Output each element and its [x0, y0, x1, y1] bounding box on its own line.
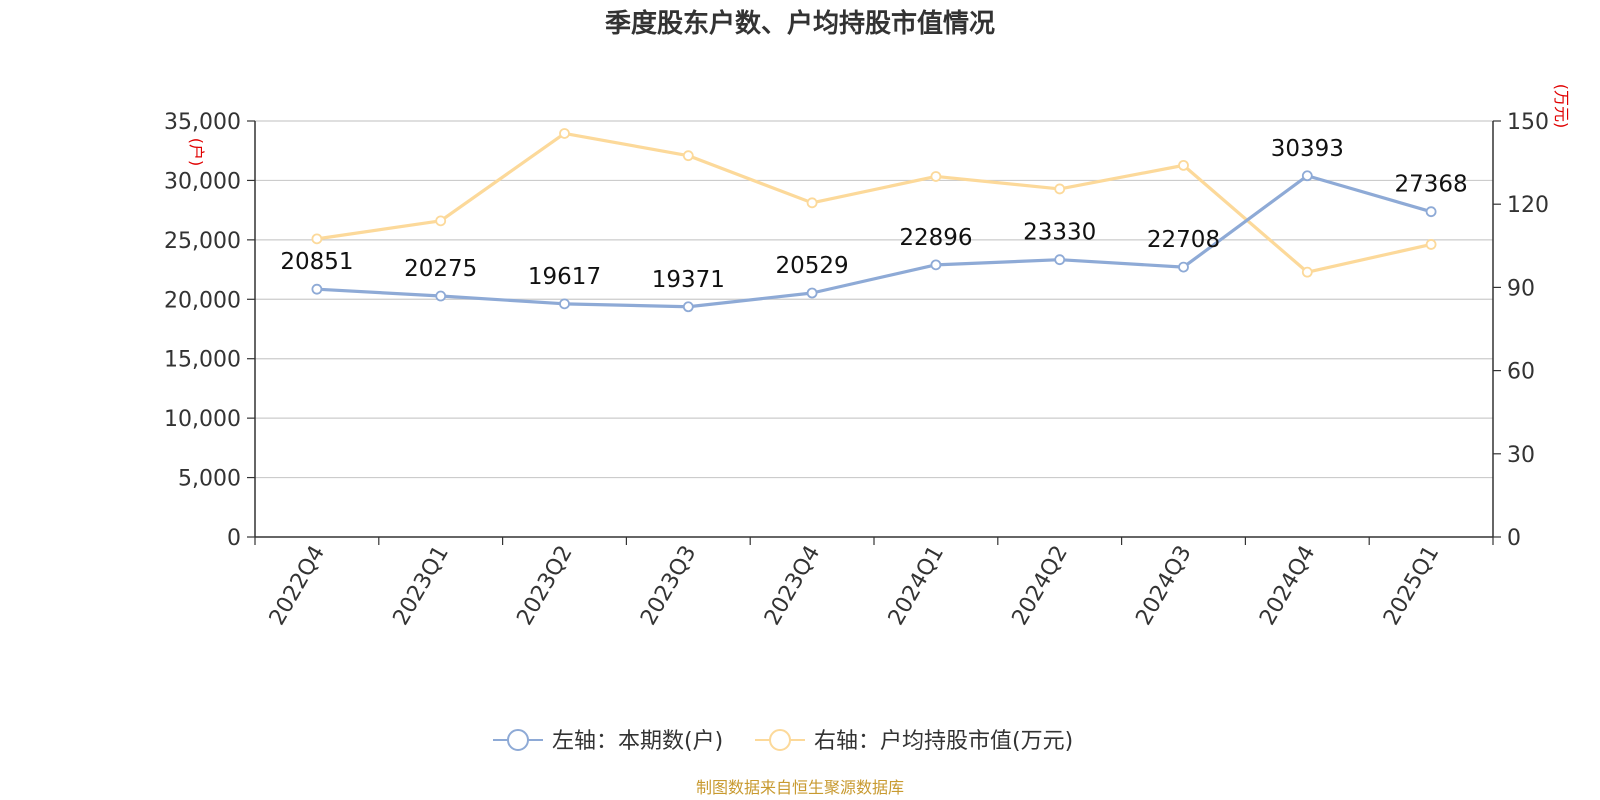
series-right	[311, 128, 1437, 278]
legend-right-label: 右轴：户均持股市值(万元)	[814, 729, 1073, 754]
left-tick-label: 10,000	[164, 407, 241, 432]
x-tick-label: 2024Q4	[1255, 542, 1320, 630]
series-right-point[interactable]	[806, 197, 818, 209]
series-left-point[interactable]	[806, 287, 818, 299]
chart-title: 季度股东户数、户均持股市值情况	[605, 8, 995, 39]
right-axis-unit: (万元)	[1552, 84, 1571, 129]
data-label: 23330	[1023, 220, 1096, 246]
data-label: 19617	[528, 264, 601, 290]
right-tick-label: 90	[1507, 276, 1535, 301]
data-label: 20275	[404, 256, 477, 282]
left-tick-label: 0	[227, 526, 241, 551]
series-left-point[interactable]	[1301, 170, 1313, 182]
series-left	[311, 170, 1437, 313]
right-tick-label: 120	[1507, 193, 1549, 218]
grid-lines	[255, 120, 1493, 479]
x-tick-label: 2024Q2	[1008, 542, 1073, 630]
legend[interactable]: 左轴：本期数(户) 右轴：户均持股市值(万元)	[493, 729, 1073, 754]
series-left-point[interactable]	[682, 301, 694, 313]
series-left-point[interactable]	[930, 259, 942, 271]
series-left-point[interactable]	[559, 298, 570, 310]
data-label: 22708	[1147, 227, 1220, 253]
series-right-point[interactable]	[930, 171, 942, 182]
x-tick-label: 2022Q4	[265, 542, 330, 630]
series-right-point[interactable]	[1301, 266, 1313, 278]
data-label: 22896	[899, 225, 972, 251]
series-right-point[interactable]	[311, 233, 323, 245]
series-left-line	[316, 174, 1432, 309]
series-right-point[interactable]	[1178, 159, 1189, 171]
series-left-point[interactable]	[311, 283, 323, 295]
left-tick-label: 30,000	[164, 169, 241, 194]
left-tick-label: 5,000	[178, 467, 241, 492]
right-tick-label: 0	[1507, 526, 1521, 551]
data-label: 20529	[776, 253, 849, 279]
legend-left-marker	[507, 729, 529, 751]
right-tick-label: 60	[1507, 360, 1535, 385]
x-tick-label: 2024Q3	[1131, 542, 1196, 630]
data-label: 20851	[280, 249, 353, 275]
left-axis-ticks: 0 5,000 10,000 15,000 20,000 25,000 30,000 35,0…	[164, 110, 255, 551]
left-tick-label: 35,000	[164, 110, 241, 135]
series-right-point[interactable]	[559, 128, 570, 139]
data-label: 30393	[1271, 136, 1344, 162]
series-left-point[interactable]	[1425, 206, 1437, 218]
left-tick-label: 15,000	[164, 348, 241, 373]
x-axis-ticks: 2022Q4 2023Q1 2023Q2 2023Q3 2023Q4 2024Q1 2024…	[254, 537, 1494, 630]
legend-item-left[interactable]: 左轴：本期数(户)	[493, 729, 723, 754]
series-left-point[interactable]	[1178, 261, 1189, 273]
x-tick-label: 2025Q1	[1379, 542, 1444, 630]
x-tick-label: 2023Q3	[636, 542, 701, 630]
legend-item-right[interactable]: 右轴：户均持股市值(万元)	[755, 729, 1073, 754]
series-left-point[interactable]	[435, 290, 447, 302]
series-right-point[interactable]	[682, 150, 694, 162]
series-right-point[interactable]	[1425, 239, 1437, 250]
x-tick-label: 2023Q1	[389, 542, 454, 630]
x-tick-label: 2023Q2	[512, 542, 577, 630]
x-tick-label: 2024Q1	[884, 542, 949, 630]
left-tick-label: 20,000	[164, 288, 241, 313]
left-tick-label: 25,000	[164, 229, 241, 254]
x-tick-label: 2023Q4	[760, 542, 825, 630]
right-tick-label: 30	[1507, 443, 1535, 468]
series-right-line	[316, 131, 1432, 274]
source-note: 制图数据来自恒生聚源数据库	[696, 778, 904, 797]
series-right-point[interactable]	[1054, 183, 1066, 195]
data-label: 19371	[652, 267, 725, 293]
series-right-point[interactable]	[435, 215, 447, 227]
left-axis-unit: (户)	[187, 138, 206, 167]
data-label: 27368	[1395, 172, 1468, 198]
data-labels: 20851 20275 19617 19371 20529 22896 23330 22708…	[280, 136, 1467, 293]
legend-left-label: 左轴：本期数(户)	[552, 729, 723, 754]
right-axis-ticks: 0 30 60 90 120 150	[1493, 110, 1549, 551]
axes	[254, 121, 1494, 538]
right-tick-label: 150	[1507, 110, 1549, 135]
legend-right-marker	[769, 729, 791, 751]
series-left-point[interactable]	[1054, 254, 1066, 266]
